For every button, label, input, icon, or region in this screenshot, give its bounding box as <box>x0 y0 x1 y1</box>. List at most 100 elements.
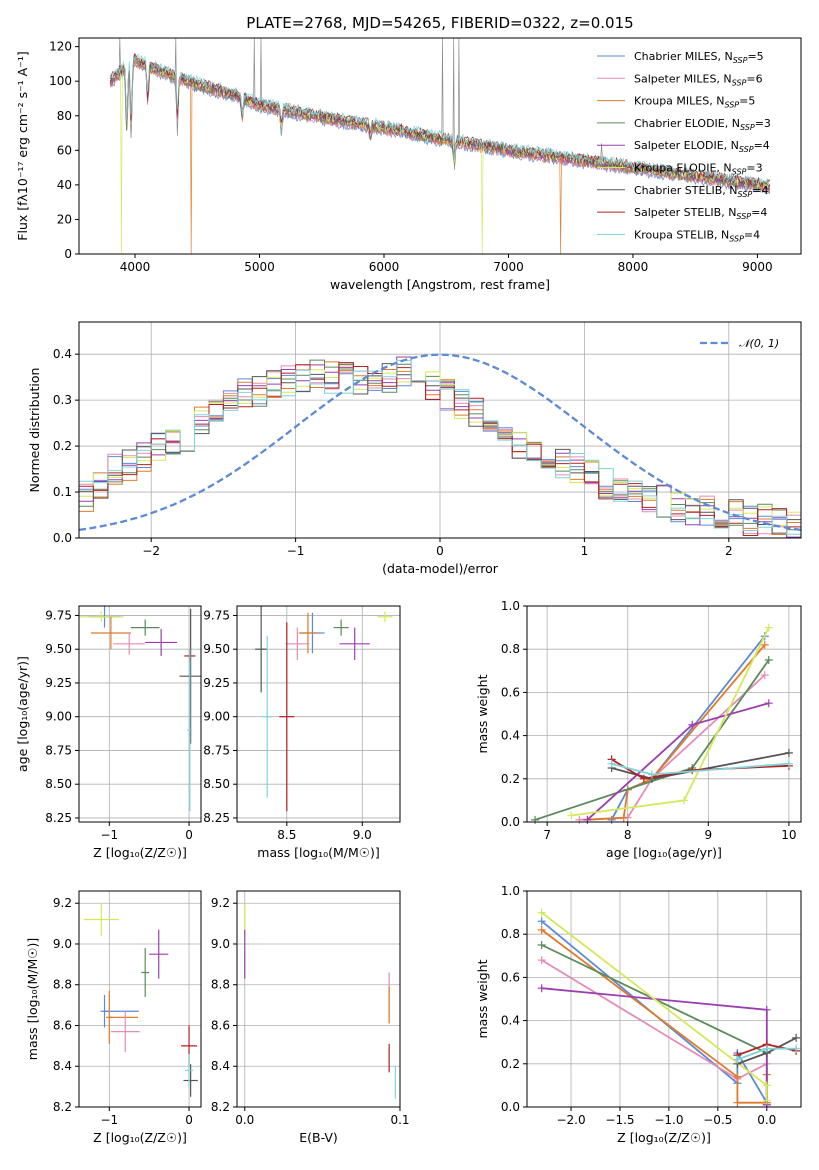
y-tick-label: 9.75 <box>203 608 230 622</box>
x-tick-label: 4000 <box>120 260 151 274</box>
x-axis-label: age [log₁₀(age/yr)] <box>606 845 722 860</box>
legend-subscript: SSP <box>733 56 748 65</box>
x-tick-label: −1 <box>287 544 305 558</box>
legend-suffix: =4 <box>752 184 768 197</box>
weight-marker <box>537 908 546 917</box>
y-tick-label: 8.25 <box>203 811 230 825</box>
x-tick-label: 0 <box>436 544 444 558</box>
legend-entry: Chabrier ELODIE, NSSP=3 <box>634 117 771 132</box>
weight-marker <box>762 1096 771 1105</box>
mass_vs_Z-panel: −1 0 8.2 8.4 8.6 8.8 9.0 9.2 Z [log₁₀(Z/Z☉)] mass… <box>25 890 202 1145</box>
y-tick-label: 0.6 <box>501 685 520 699</box>
legend-text: Chabrier ELODIE, N <box>634 117 740 130</box>
error-bars <box>255 606 393 812</box>
y-tick-label: 0 <box>64 247 72 261</box>
histogram-series <box>79 362 801 536</box>
x-tick-label: 5000 <box>244 260 275 274</box>
weight-marker <box>583 815 592 824</box>
x-tick-label: −1 <box>100 828 118 842</box>
y-axis-label: Flux [fλ10⁻¹⁷ erg cm⁻² s⁻¹ A⁻¹] <box>15 51 30 240</box>
error-bars <box>244 903 396 1099</box>
weight-series-line <box>611 758 789 780</box>
y-tick-label: 0.0 <box>53 531 72 545</box>
legend-subscript: SSP <box>740 123 755 132</box>
legend-subscript: SSP <box>724 101 739 110</box>
y-tick-label: 8.75 <box>203 743 230 757</box>
histogram-series <box>79 359 801 535</box>
mass_weight_vs_Z-panel: −2.0 −1.5 −1.0 −0.5 0.0 0.0 0.2 0.4 0.6 0.8 1.0 Z [… <box>475 884 802 1145</box>
y-tick-label: 0.1 <box>53 485 72 499</box>
x-tick-label: 0.0 <box>235 1113 254 1127</box>
x-axis-label: Z [log₁₀(Z/Z☉)] <box>617 1130 711 1145</box>
legend-subscript: SSP <box>736 212 751 221</box>
y-tick-label: 8.2 <box>211 1100 230 1114</box>
y-tick-label: 1.0 <box>501 599 520 613</box>
weight-marker <box>537 984 546 993</box>
y-tick-label: 0.3 <box>53 393 72 407</box>
y-tick-label: 20 <box>57 212 72 226</box>
weight-marker <box>764 656 773 664</box>
legend-subscript: SSP <box>732 168 747 177</box>
x-tick-label: 7 <box>543 828 551 842</box>
x-tick-label: 7000 <box>493 260 524 274</box>
weight-marker <box>764 699 773 708</box>
x-tick-label: 0.0 <box>757 1113 776 1127</box>
model-spectrum-line <box>109 54 770 186</box>
x-tick-label: 9000 <box>742 260 773 274</box>
x-tick-label: 8.5 <box>277 828 296 842</box>
weight-series-line <box>541 959 768 1103</box>
weight-marker <box>762 1005 771 1014</box>
y-tick-label: 8.6 <box>211 1018 230 1032</box>
x-axis-label: (data-model)/error <box>382 561 499 576</box>
y-axis-label: mass weight <box>475 674 490 753</box>
legend-text: Salpeter MILES, N <box>634 72 732 85</box>
x-tick-label: 9.0 <box>353 828 372 842</box>
y-tick-label: 9.00 <box>203 710 230 724</box>
y-tick-label: 0.8 <box>501 927 520 941</box>
weight-marker <box>537 925 546 934</box>
weight-marker <box>607 759 616 768</box>
weight-marker <box>688 720 697 729</box>
mass_vs_ebv-panel: 0.0 0.1 8.2 8.4 8.6 8.8 9.0 9.2 E(B-V) <box>211 890 410 1145</box>
legend-text: Chabrier STELIB, N <box>634 184 738 197</box>
y-tick-label: 0.8 <box>501 642 520 656</box>
legend-text: Kroupa ELODIE, N <box>634 162 732 175</box>
x-tick-label: 6000 <box>369 260 400 274</box>
y-tick-label: 100 <box>49 74 72 88</box>
y-tick-label: 8.6 <box>53 1018 72 1032</box>
mass_weight_vs_age-panel: 7 8 9 10 0.0 0.2 0.4 0.6 0.8 1.0 age [log₁₀(age/yr… <box>475 599 802 860</box>
legend-text: Chabrier MILES, N <box>634 50 733 63</box>
legend-suffix: =4 <box>754 139 770 152</box>
y-tick-label: 8.25 <box>45 811 72 825</box>
y-tick-label: 0.4 <box>501 1014 520 1028</box>
x-tick-label: 8000 <box>618 260 649 274</box>
x-tick-label: 10 <box>781 828 796 842</box>
spectrum-lines <box>109 38 771 254</box>
y-tick-label: 0.2 <box>501 1057 520 1071</box>
y-tick-label: 60 <box>57 143 72 157</box>
y-tick-label: 9.0 <box>211 937 230 951</box>
y-tick-label: 9.2 <box>211 896 230 910</box>
legend-entry: 𝒩(0, 1) <box>739 337 779 350</box>
legend-text: Salpeter STELIB, N <box>634 206 736 219</box>
weight-series-line <box>541 987 768 1105</box>
weight-marker <box>639 774 648 783</box>
histogram-steps <box>79 353 801 538</box>
weight-marker <box>792 1044 801 1053</box>
y-tick-label: 0.4 <box>53 347 72 361</box>
legend-entry: Kroupa ELODIE, NSSP=3 <box>634 162 763 177</box>
legend-entry: Chabrier MILES, NSSP=5 <box>634 50 764 65</box>
weight-marker <box>784 759 793 768</box>
weight-marker <box>680 796 689 805</box>
y-axis-label: mass [log₁₀(M/M☉)] <box>25 938 40 1060</box>
x-tick-label: 0 <box>185 1113 193 1127</box>
weight-marker <box>784 748 793 757</box>
y-tick-label: 80 <box>57 109 72 123</box>
y-tick-label: 8.50 <box>203 777 230 791</box>
legend-suffix: =3 <box>746 162 762 175</box>
legend-suffix: =5 <box>747 50 763 63</box>
legend-subscript: SSP <box>729 234 744 243</box>
legend-entry: Kroupa MILES, NSSP=5 <box>634 95 755 110</box>
